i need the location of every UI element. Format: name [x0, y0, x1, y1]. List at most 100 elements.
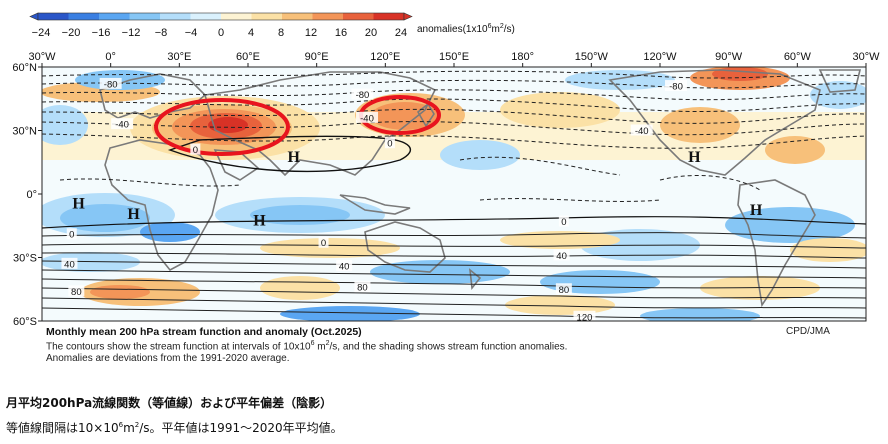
contour-label: 0 — [69, 230, 74, 241]
colorbar-tick-label: 24 — [395, 27, 407, 39]
colorbar-segment — [68, 13, 100, 20]
lon-tick-label: 180° — [511, 51, 534, 63]
latitude-axis: 60°N 30°N 0° 30°S 60°S — [12, 62, 42, 328]
high-pressure-marker: H — [127, 206, 140, 223]
colorbar-tick-label: 20 — [365, 27, 377, 39]
japanese-title: 月平均200hPa流線関数（等値線）および平年偏差（陰影） — [6, 396, 333, 410]
indonesia-coast — [339, 194, 411, 215]
lat-tick-label: 30°N — [12, 126, 37, 138]
colorbar-tick-label: −16 — [92, 27, 111, 39]
contour-label: 120 — [577, 312, 593, 323]
contour-label-bg — [68, 285, 85, 297]
lon-tick-label: 120°E — [370, 51, 400, 63]
high-pressure-marker: H — [253, 212, 266, 229]
highlight-ellipse — [154, 98, 290, 156]
contour-label-bg — [384, 137, 395, 149]
high-pressure-marker: H — [288, 149, 301, 166]
stream-function-map-figure: −24 −20 −16 −12 −8 −4 0 4 8 12 16 20 24 anomalies(1x… — [12, 12, 880, 328]
lat-tick-label: 60°S — [13, 316, 37, 328]
contour-label: -40 — [115, 120, 129, 131]
contour-label-bg — [318, 236, 329, 248]
lon-tick-label: 30°W — [852, 51, 880, 63]
contour-label-bg — [354, 281, 371, 293]
lon-tick-label: 90°E — [305, 51, 329, 63]
colorbar-segment — [251, 13, 283, 20]
contour-label-bg — [665, 80, 688, 92]
contour-label: -80 — [669, 82, 683, 93]
colorbar-tick-label: 0 — [218, 27, 224, 39]
japanese-note: 等値線間隔は10×106m2/s。平年値は1991～2020年平均値。 — [6, 421, 343, 435]
colorbar-segment — [38, 13, 69, 20]
map-caption-line-1: The contours show the stream function at… — [46, 340, 568, 353]
colorbar-segment — [190, 13, 222, 20]
lat-tick-label: 30°S — [13, 253, 37, 265]
colorbar-unit-label: anomalies(1x106m2/s) — [417, 23, 515, 35]
high-pressure-marker: H — [72, 195, 85, 212]
contour-label-bg — [630, 124, 653, 136]
lon-tick-label: 60°E — [236, 51, 260, 63]
newzealand-coast — [468, 268, 482, 291]
colorbar-tick-label: 12 — [305, 27, 317, 39]
lat-tick-label: 0° — [26, 189, 37, 201]
anomaly-colorbar: −24 −20 −16 −12 −8 −4 0 4 8 12 16 20 24 — [29, 12, 413, 39]
lon-tick-label: 30°E — [167, 51, 191, 63]
contour-label-bg — [573, 310, 596, 321]
contour-label: 80 — [71, 287, 82, 298]
contour-label: 0 — [193, 145, 198, 156]
colorbar-tick-label: 4 — [248, 27, 254, 39]
contour-label: 80 — [357, 283, 368, 294]
contour-label: 40 — [64, 259, 75, 270]
contour-label: 0 — [321, 238, 326, 249]
contour-label: 0 — [387, 139, 392, 150]
colorbar-tick-label: 16 — [335, 27, 347, 39]
contour-label: -40 — [360, 113, 374, 124]
colorbar-tick-label: −24 — [32, 27, 51, 39]
contour-label: -80 — [356, 90, 370, 101]
colorbar-tick-label: −8 — [155, 27, 168, 39]
contour-label-bg — [190, 143, 201, 155]
lon-tick-label: 60°W — [784, 51, 812, 63]
colorbar-segment — [282, 13, 313, 20]
contour-label: 80 — [559, 285, 570, 296]
contour-label-bg — [336, 259, 353, 271]
credit-label: CPD/JMA — [786, 326, 830, 337]
colorbar-segment — [160, 13, 191, 20]
map-caption-line-2: Anomalies are deviations from the 1991-2… — [46, 353, 290, 364]
lon-tick-label: 90°W — [715, 51, 743, 63]
lon-tick-label: 30°W — [28, 51, 56, 63]
contour-label-bg — [351, 88, 374, 100]
contour-label-bg — [61, 257, 78, 269]
colorbar-arrow-left — [29, 12, 39, 21]
colorbar-segment — [99, 13, 130, 20]
contour-label-bg — [553, 249, 570, 261]
contour-label-bg — [111, 118, 134, 130]
contour-label-bg — [66, 228, 77, 240]
longitude-axis: 30°W 0° 30°E 60°E 90°E 120°E 150°E 180° 150°W 120… — [28, 51, 880, 67]
high-pressure-marker: H — [750, 202, 763, 219]
lon-tick-label: 0° — [105, 51, 116, 63]
colorbar-tick-label: −12 — [122, 27, 141, 39]
contour-label-bg — [356, 111, 379, 123]
asia-coast — [203, 71, 437, 177]
colorbar-arrow-right — [403, 12, 413, 21]
high-pressure-marker: H — [688, 149, 701, 166]
contour-label-bg — [555, 283, 572, 295]
south-america-coast — [737, 179, 816, 308]
contour-label: 0 — [561, 217, 566, 228]
map-panel: -80 -40 0 -80 -40 0 -80 -40 0 40 80 0 40 80 0 40 80 120 H H… — [41, 66, 867, 323]
contour-label: 40 — [556, 251, 567, 262]
lon-tick-label: 120°W — [643, 51, 677, 63]
map-caption-title: Monthly mean 200 hPa stream function and… — [46, 326, 362, 338]
contour-label-bg — [558, 215, 569, 227]
colorbar-segment — [312, 13, 344, 20]
colorbar-segment — [129, 13, 161, 20]
contour-label: -80 — [104, 79, 118, 90]
colorbar-tick-label: 8 — [278, 27, 284, 39]
map-labels: -80 -40 0 -80 -40 0 -80 -40 0 40 80 0 40 80 0 40 80 120 H H… — [61, 77, 763, 323]
colorbar-segment — [373, 13, 405, 20]
lat-tick-label: 60°N — [12, 62, 37, 74]
colorbar-segment — [343, 13, 374, 20]
colorbar-tick-label: −4 — [185, 27, 198, 39]
lon-tick-label: 150°W — [575, 51, 609, 63]
colorbar-tick-label: −20 — [62, 27, 81, 39]
